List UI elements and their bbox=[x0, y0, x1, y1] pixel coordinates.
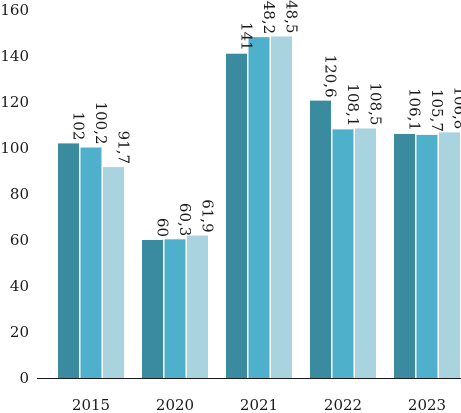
bar bbox=[142, 240, 163, 378]
bar-value-label: 61,9 bbox=[199, 199, 217, 232]
bar bbox=[310, 100, 331, 379]
y-tick-label: 140 bbox=[0, 47, 29, 65]
x-tick-label: 2015 bbox=[72, 396, 110, 413]
bars bbox=[58, 36, 460, 379]
bar-value-label: 108,1 bbox=[344, 83, 362, 126]
x-tick-label: 2023 bbox=[408, 396, 446, 413]
bar-value-label: 60 bbox=[154, 218, 172, 237]
x-tick-label: 2021 bbox=[240, 396, 278, 413]
bar-value-label: 148,2 bbox=[260, 0, 278, 34]
bar bbox=[226, 53, 247, 378]
y-tick-label: 0 bbox=[19, 369, 29, 387]
y-tick-label: 20 bbox=[10, 323, 29, 341]
y-tick-label: 40 bbox=[10, 277, 29, 295]
y-axis: 0 20 40 60 80 100 120 140 160 bbox=[0, 1, 29, 387]
bar-value-label: 108,5 bbox=[367, 82, 385, 125]
bar bbox=[248, 37, 270, 378]
bar-value-label: 141 bbox=[238, 22, 256, 51]
y-tick-label: 80 bbox=[10, 185, 29, 203]
bar-value-label: 100,2 bbox=[92, 102, 110, 145]
bar bbox=[394, 133, 415, 378]
bar-value-label: 60,3 bbox=[176, 203, 194, 236]
bar-value-label: 106,8 bbox=[451, 86, 461, 129]
y-tick-label: 100 bbox=[0, 139, 29, 157]
bar-value-label: 120,6 bbox=[322, 55, 340, 98]
bar bbox=[80, 147, 102, 378]
y-tick-label: 120 bbox=[0, 93, 29, 111]
x-tick-label: 2020 bbox=[156, 396, 194, 413]
bar-value-label: 106,1 bbox=[406, 88, 424, 131]
bar bbox=[439, 132, 460, 378]
y-tick-label: 60 bbox=[10, 231, 29, 249]
bar-value-label: 102 bbox=[70, 112, 88, 141]
bar-value-label: 91,7 bbox=[115, 131, 133, 164]
bar bbox=[58, 143, 79, 378]
bar bbox=[355, 128, 376, 378]
y-tick-label: 160 bbox=[0, 1, 29, 19]
bar-value-label: 105,7 bbox=[428, 89, 446, 132]
bar bbox=[416, 134, 438, 378]
bar bbox=[271, 36, 292, 378]
bar bbox=[332, 129, 354, 378]
bar-value-label: 148,5 bbox=[283, 0, 301, 33]
x-tick-label: 2022 bbox=[324, 396, 362, 413]
x-axis: 2015 2020 2021 2022 2023 bbox=[37, 378, 461, 413]
bar bbox=[187, 235, 208, 378]
bar bbox=[164, 239, 186, 378]
bar bbox=[103, 167, 124, 378]
